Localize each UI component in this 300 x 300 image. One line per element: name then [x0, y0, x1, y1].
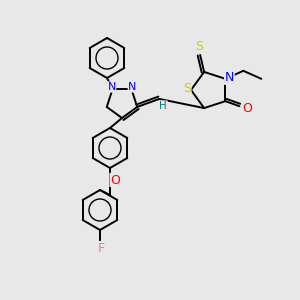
- Text: O: O: [242, 102, 252, 115]
- Text: N: N: [128, 82, 136, 92]
- Text: S: S: [195, 40, 203, 53]
- Text: O: O: [110, 173, 120, 187]
- Text: S: S: [183, 82, 191, 95]
- Text: N: N: [107, 82, 116, 92]
- Text: N: N: [225, 71, 234, 84]
- Text: F: F: [98, 242, 105, 254]
- Text: H: H: [159, 101, 167, 111]
